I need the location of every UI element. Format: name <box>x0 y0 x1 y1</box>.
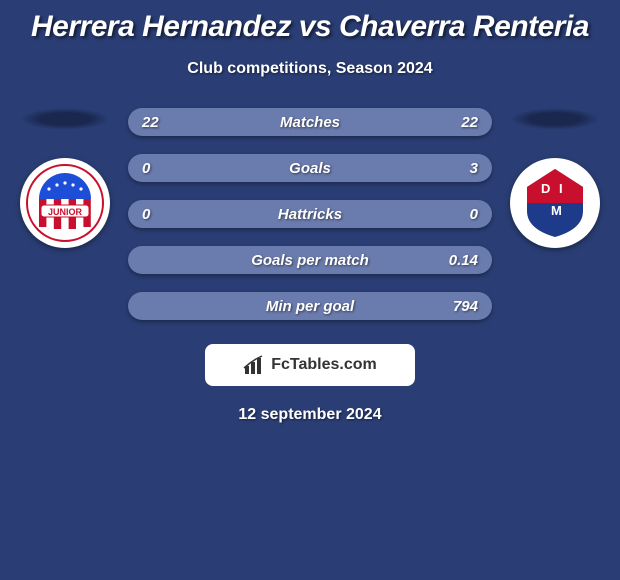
svg-text:JUNIOR: JUNIOR <box>48 207 83 217</box>
stat-pill: 22 Matches 22 <box>128 108 492 136</box>
stat-right-value: 794 <box>438 298 478 315</box>
stat-row: 0 Goals 3 <box>128 154 492 182</box>
stat-pill: 0 Hattricks 0 <box>128 200 492 228</box>
stat-right-value: 0 <box>438 206 478 223</box>
stat-label: Hattricks <box>278 206 342 223</box>
stat-right-value: 0.14 <box>438 252 478 269</box>
stat-right-value: 3 <box>438 160 478 177</box>
stat-left-value: 0 <box>142 206 182 223</box>
stat-row: Min per goal 794 <box>128 292 492 320</box>
brand-box: FcTables.com <box>205 344 415 386</box>
stat-right-value: 22 <box>438 114 478 131</box>
comparison-card: Herrera Hernandez vs Chaverra Renteria C… <box>0 0 620 424</box>
team-shadow <box>20 108 110 130</box>
stat-row: Goals per match 0.14 <box>128 246 492 274</box>
svg-text:D: D <box>541 181 550 196</box>
svg-text:I: I <box>559 181 563 196</box>
stat-left-value: 22 <box>142 114 182 131</box>
svg-text:M: M <box>551 203 562 218</box>
team-left-badge: JUNIOR <box>20 158 110 248</box>
right-team-col: D I M <box>500 108 610 248</box>
stat-left-value: 0 <box>142 160 182 177</box>
stat-pill: Min per goal 794 <box>128 292 492 320</box>
left-team-col: JUNIOR <box>10 108 120 248</box>
stat-row: 22 Matches 22 <box>128 108 492 136</box>
stat-row: 0 Hattricks 0 <box>128 200 492 228</box>
date-line: 12 september 2024 <box>0 406 620 424</box>
stat-label: Goals <box>289 160 331 177</box>
bar-chart-icon <box>243 354 265 376</box>
stat-label: Matches <box>280 114 340 131</box>
stat-pill: Goals per match 0.14 <box>128 246 492 274</box>
main-area: JUNIOR 22 Matches 22 0 Goals 3 <box>0 108 620 320</box>
dim-badge-icon: D I M <box>515 163 595 243</box>
brand-text: FcTables.com <box>271 356 377 374</box>
stat-label: Goals per match <box>251 252 369 269</box>
team-shadow <box>510 108 600 130</box>
team-right-badge: D I M <box>510 158 600 248</box>
stats-column: 22 Matches 22 0 Goals 3 0 Hattricks 0 <box>120 108 500 320</box>
junior-badge-icon: JUNIOR <box>25 163 105 243</box>
page-title: Herrera Hernandez vs Chaverra Renteria <box>0 10 620 44</box>
stat-label: Min per goal <box>266 298 354 315</box>
stat-pill: 0 Goals 3 <box>128 154 492 182</box>
subtitle: Club competitions, Season 2024 <box>0 60 620 78</box>
